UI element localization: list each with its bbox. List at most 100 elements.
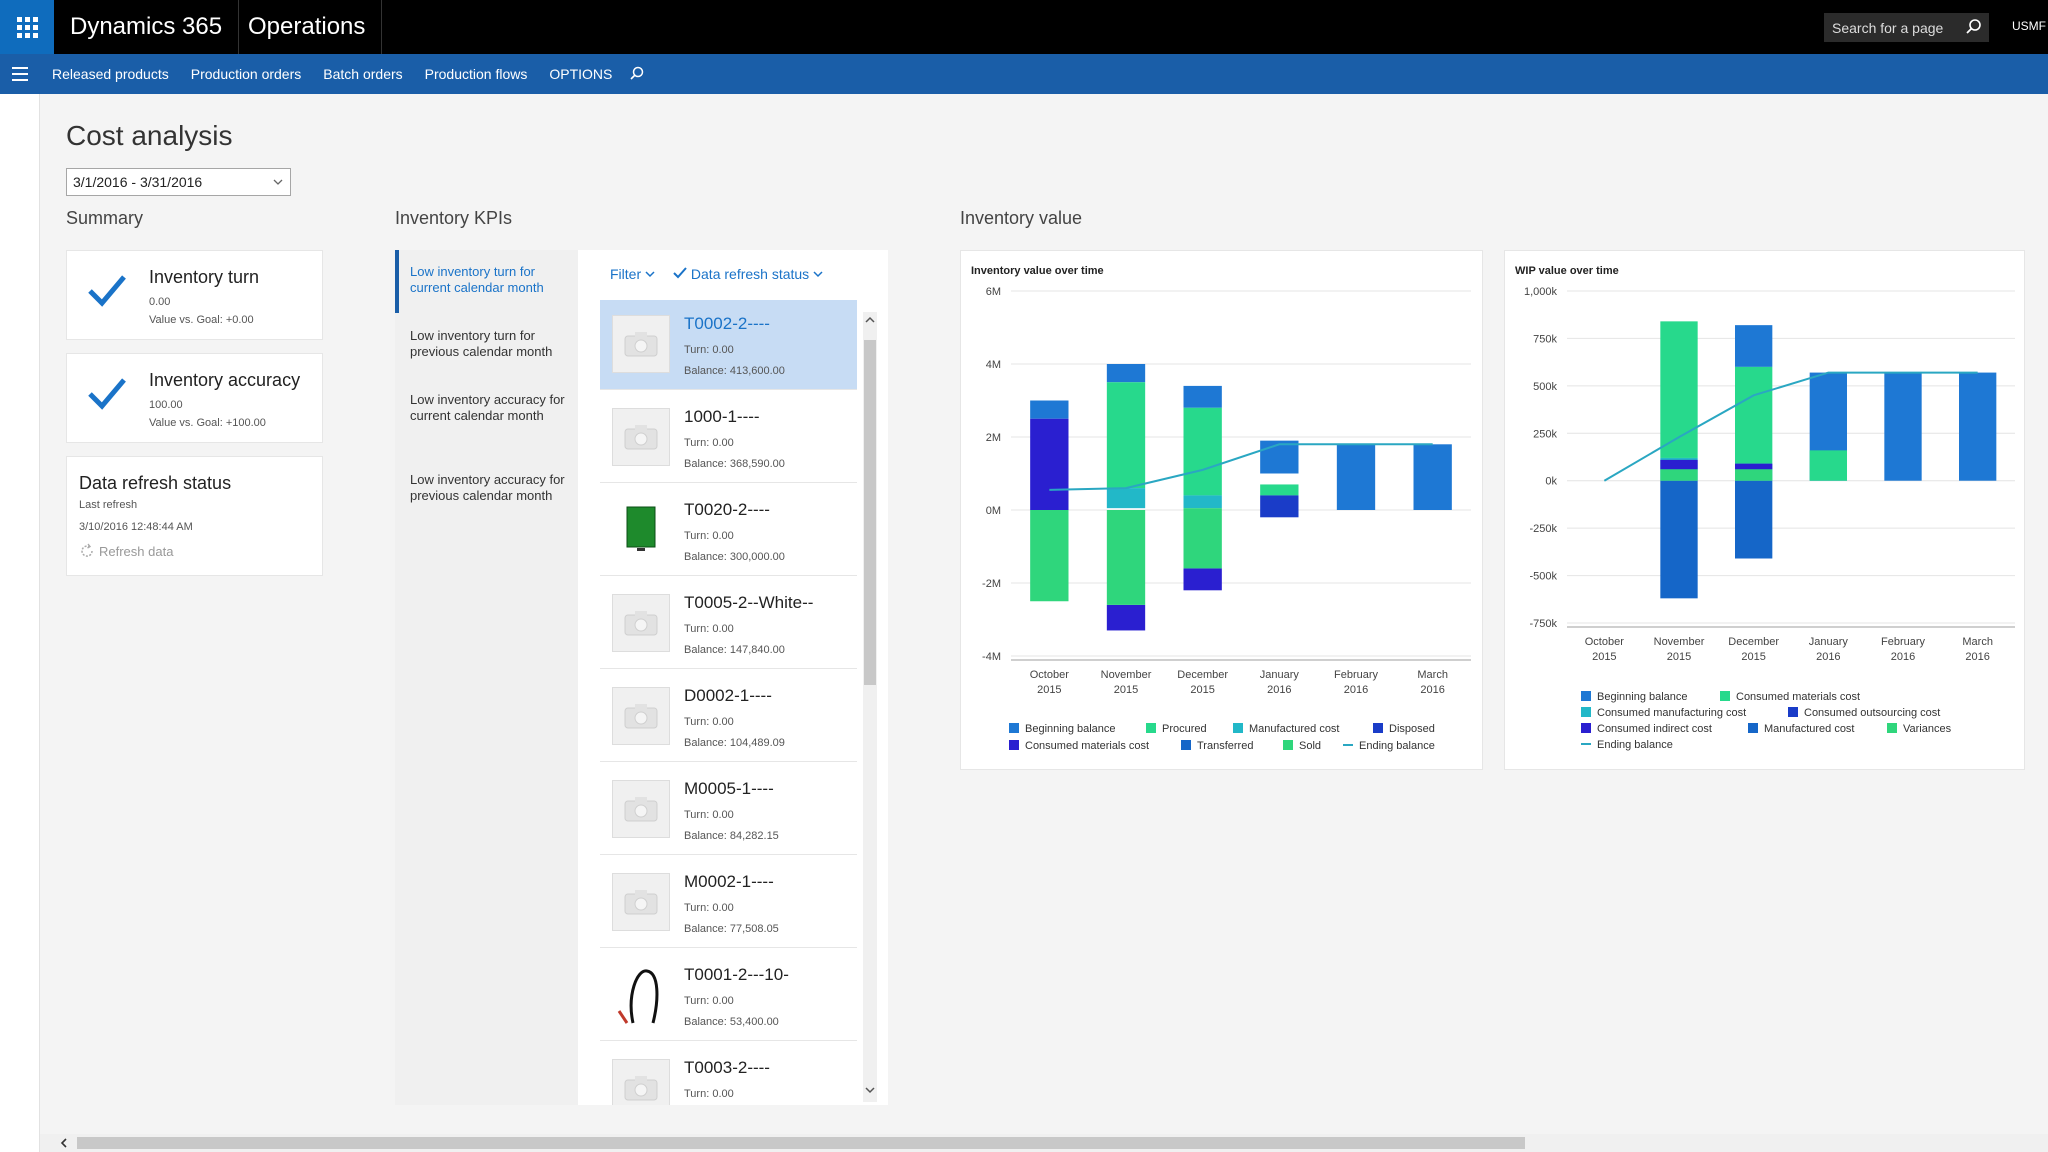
legend-label: Beginning balance	[1025, 723, 1116, 735]
action-search-icon[interactable]	[628, 65, 646, 83]
app-title[interactable]: Operations	[232, 0, 383, 54]
bar-segment	[1809, 450, 1847, 481]
inventory-accuracy-tile[interactable]: Inventory accuracy 100.00 Value vs. Goal…	[66, 353, 323, 443]
y-tick-label: 250k	[1533, 428, 1557, 440]
product-card[interactable]: D0002-1---- Turn: 0.00 Balance: 104,489.09	[600, 672, 857, 762]
action-pane: Released products Production orders Batc…	[0, 54, 2048, 94]
legend-swatch	[1581, 723, 1591, 733]
camera-placeholder-icon	[624, 797, 658, 822]
y-tick-label: -250k	[1529, 523, 1557, 535]
scroll-thumb[interactable]	[864, 340, 876, 685]
product-card[interactable]: T0002-2---- Turn: 0.00 Balance: 413,600.00	[600, 300, 857, 390]
brand-title[interactable]: Dynamics 365	[54, 0, 240, 54]
refresh-data-button[interactable]: Refresh data	[79, 543, 173, 559]
nav-batch-orders[interactable]: Batch orders	[323, 66, 403, 82]
legend-swatch	[1233, 723, 1243, 733]
bar-segment	[1735, 469, 1773, 481]
y-tick-label: 0k	[1545, 476, 1557, 488]
ending-balance-line	[1049, 443, 1433, 491]
nav-production-orders[interactable]: Production orders	[190, 66, 302, 82]
page-search-input[interactable]: Search for a page	[1824, 13, 1989, 42]
refresh-icon	[81, 543, 93, 557]
product-card[interactable]: 1000-1---- Turn: 0.00 Balance: 368,590.00	[600, 393, 857, 483]
product-card[interactable]: M0002-1---- Turn: 0.00 Balance: 77,508.05	[600, 858, 857, 948]
y-tick-label: 750k	[1533, 333, 1557, 345]
kpi-nav-low-turn-current[interactable]: Low inventory turn for current calendar …	[395, 250, 578, 313]
product-card[interactable]: T0001-2---10- Turn: 0.00 Balance: 53,400.0…	[600, 951, 857, 1041]
ending-balance-line	[1603, 371, 1978, 482]
legend-swatch	[1146, 723, 1156, 733]
bar-segment	[1106, 488, 1146, 509]
product-image	[612, 315, 670, 373]
nav-production-flows[interactable]: Production flows	[424, 66, 528, 82]
y-tick-label: -750k	[1529, 618, 1557, 630]
nav-released-products[interactable]: Released products	[52, 66, 169, 82]
x-tick-label: 2016	[1420, 684, 1444, 696]
company-selector[interactable]: USMF	[2012, 19, 2046, 33]
chart-title: WIP value over time	[1515, 265, 1619, 277]
product-name: D0002-1----	[684, 686, 772, 705]
tile-goal: Value vs. Goal: +0.00	[149, 314, 254, 326]
bar-segment	[1336, 444, 1376, 510]
scroll-up-icon[interactable]	[864, 314, 876, 326]
horizontal-scrollbar[interactable]	[40, 1134, 2048, 1152]
kpi-nav-low-turn-previous[interactable]: Low inventory turn for previous calendar…	[410, 328, 553, 359]
x-tick-label: 2016	[1267, 684, 1291, 696]
product-balance: Balance: 413,600.00	[684, 365, 785, 377]
inventory-value-chart: 6M 4M 2M 0M -2M -4M October 2015 November 2015 Dec…	[982, 286, 1471, 752]
x-tick-label: 2015	[1037, 684, 1061, 696]
filter-button[interactable]: Filter	[610, 266, 655, 282]
bar-segment	[1030, 418, 1069, 510]
x-tick-label: December	[1728, 636, 1779, 648]
kpi-nav-low-accuracy-current[interactable]: Low inventory accuracy for current calen…	[410, 392, 565, 423]
inventory-turn-tile[interactable]: Inventory turn 0.00 Value vs. Goal: +0.0…	[66, 250, 323, 340]
tile-title: Inventory accuracy	[149, 370, 301, 390]
product-card[interactable]: T0003-2---- Turn: 0.00	[600, 1044, 857, 1105]
product-card[interactable]: T0020-2---- Turn: 0.00 Balance: 300,000.00	[600, 486, 857, 576]
product-name: 1000-1----	[684, 407, 760, 426]
product-name: T0001-2---10-	[684, 965, 789, 984]
refresh-title: Data refresh status	[79, 473, 232, 493]
product-turn: Turn: 0.00	[684, 902, 734, 914]
navigation-menu-icon[interactable]	[0, 54, 40, 94]
bar-segment	[1735, 463, 1773, 470]
x-tick-label: 2016	[1816, 651, 1840, 663]
bar-segment	[1030, 510, 1069, 602]
product-name: M0002-1----	[684, 872, 774, 891]
date-range-select[interactable]: 3/1/2016 - 3/31/2016	[66, 168, 291, 196]
legend-label: Sold	[1299, 740, 1321, 752]
scroll-left-icon[interactable]	[57, 1136, 71, 1150]
product-card[interactable]: M0005-1---- Turn: 0.00 Balance: 84,282.15	[600, 765, 857, 855]
kpi-nav-low-accuracy-previous[interactable]: Low inventory accuracy for previous cale…	[410, 472, 565, 503]
product-balance: Balance: 368,590.00	[684, 458, 785, 470]
bar-segment	[1106, 364, 1146, 383]
y-tick-label: 2M	[986, 432, 1001, 444]
refresh-button-label: Refresh data	[99, 543, 174, 559]
nav-options[interactable]: OPTIONS	[549, 66, 613, 82]
product-card[interactable]: T0005-2--White-- Turn: 0.00 Balance: 147,8…	[600, 579, 857, 669]
product-image	[612, 1059, 670, 1105]
scroll-down-icon[interactable]	[864, 1084, 876, 1096]
legend-swatch	[1009, 740, 1019, 750]
product-balance: Balance: 53,400.00	[684, 1016, 779, 1028]
scroll-thumb[interactable]	[77, 1137, 1525, 1149]
bar-segment	[1735, 480, 1773, 559]
data-refresh-status-button[interactable]: Data refresh status	[673, 266, 823, 282]
refresh-status-label: Data refresh status	[690, 266, 810, 282]
kpi-nav: Low inventory turn for current calendar …	[395, 250, 578, 1105]
wip-value-chart: 1,000k 750k 500k 250k 0k -250k -500k -750k Octob…	[1524, 286, 2015, 751]
bar-segment	[1884, 372, 1922, 481]
product-turn: Turn: 0.00	[684, 716, 734, 728]
bar-segment	[1735, 325, 1773, 367]
product-turn: Turn: 0.00	[684, 623, 734, 635]
product-image	[612, 501, 670, 559]
data-refresh-tile: Data refresh status Last refresh 3/10/20…	[66, 456, 323, 576]
app-launcher-button[interactable]	[0, 0, 54, 54]
product-list-scrollbar[interactable]	[863, 312, 877, 1102]
bar-segment	[1106, 604, 1146, 631]
left-rail	[0, 94, 40, 1152]
x-tick-label: 2015	[1741, 651, 1765, 663]
legend-swatch	[1748, 723, 1758, 733]
y-tick-label: 4M	[986, 359, 1001, 371]
x-tick-label: 2016	[1965, 651, 1989, 663]
